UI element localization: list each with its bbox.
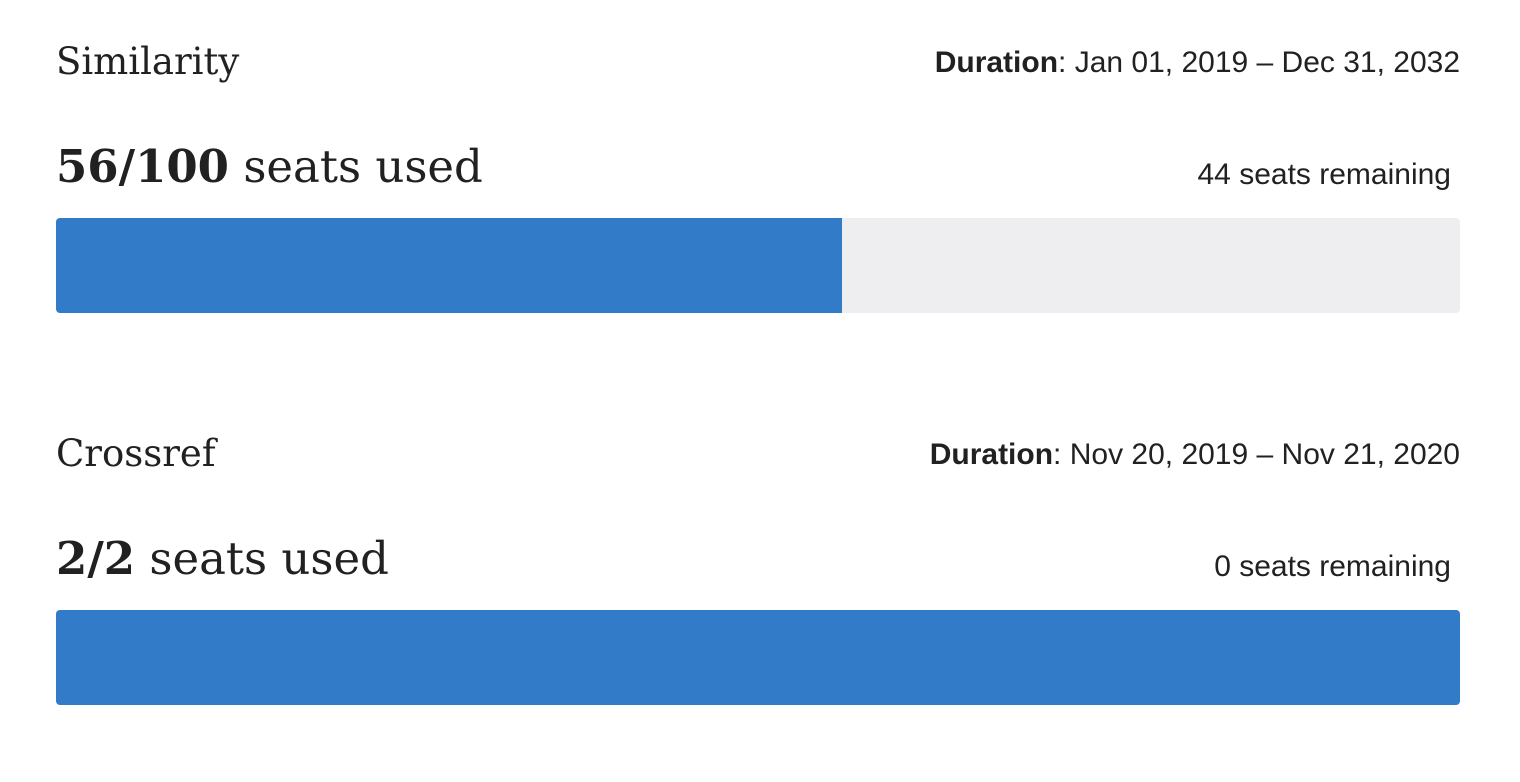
duration: Duration: Nov 20, 2019 – Nov 21, 2020 xyxy=(930,438,1460,472)
progress-fill xyxy=(56,218,843,313)
remaining-count: 0 xyxy=(1214,550,1231,583)
product-name: Similarity xyxy=(56,40,240,83)
separator: / xyxy=(87,532,104,585)
seats-used: 56/100 seats used xyxy=(56,140,483,193)
seats-remaining: 44 seats remaining xyxy=(1198,158,1452,192)
duration: Duration: Jan 01, 2019 – Dec 31, 2032 xyxy=(935,46,1460,80)
used-label: seats used xyxy=(149,532,389,585)
remaining-count: 44 xyxy=(1197,158,1231,191)
total-count: 100 xyxy=(135,140,229,193)
separator: / xyxy=(118,140,136,193)
used-count: 56 xyxy=(56,140,119,193)
duration-dates: : Nov 20, 2019 – Nov 21, 2020 xyxy=(1053,438,1460,471)
seats-remaining: 0 seats remaining xyxy=(1214,550,1451,584)
product-name: Crossref xyxy=(56,432,216,475)
remaining-label: seats remaining xyxy=(1239,550,1451,583)
progress-fill xyxy=(56,610,1460,705)
seats-used: 2/2 seats used xyxy=(56,532,389,585)
duration-dates: : Jan 01, 2019 – Dec 31, 2032 xyxy=(1058,46,1460,79)
total-count: 2 xyxy=(103,532,136,585)
product-block: Crossref Duration: Nov 20, 2019 – Nov 21,… xyxy=(56,392,1460,705)
used-count: 2 xyxy=(56,532,88,585)
used-label: seats used xyxy=(243,140,483,193)
duration-label: Duration xyxy=(934,46,1059,79)
duration-label: Duration xyxy=(929,438,1054,471)
product-block: Similarity Duration: Jan 01, 2019 – Dec 3… xyxy=(56,0,1460,313)
progress-track xyxy=(56,218,1460,313)
progress-track xyxy=(56,610,1460,705)
remaining-label: seats remaining xyxy=(1239,158,1451,191)
